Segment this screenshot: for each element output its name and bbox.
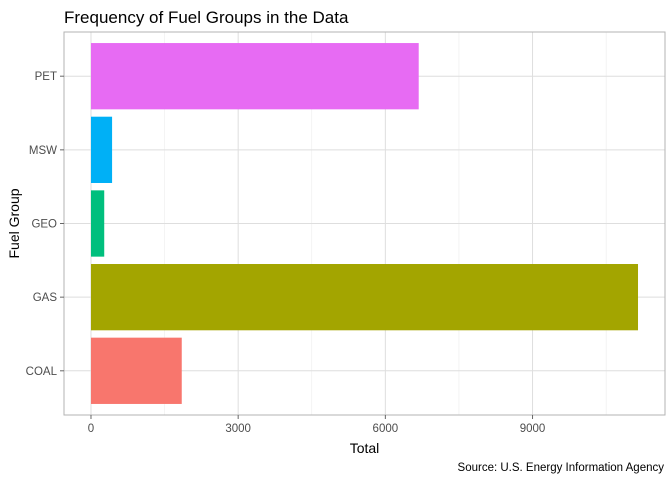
- x-axis: 0 3000 6000 9000: [88, 415, 546, 435]
- y-axis: COAL GAS GEO MSW PET: [26, 71, 64, 378]
- chart-caption: Source: U.S. Energy Information Agency: [458, 462, 665, 474]
- x-axis-title: Total: [350, 440, 380, 456]
- bar-pet: [90, 43, 419, 110]
- y-tick-label: MSW: [29, 145, 57, 157]
- bars: [90, 43, 639, 404]
- y-tick-label: PET: [35, 71, 57, 83]
- bar-gas: [90, 264, 639, 331]
- x-tick-label: 9000: [520, 423, 546, 435]
- chart-title: Frequency of Fuel Groups in the Data: [64, 8, 349, 27]
- bar-coal: [90, 337, 182, 404]
- x-tick-label: 0: [88, 423, 94, 435]
- x-tick-label: 6000: [373, 423, 399, 435]
- y-tick-label: COAL: [26, 366, 58, 378]
- y-tick-label: GEO: [31, 219, 57, 231]
- x-tick-label: 3000: [225, 423, 251, 435]
- y-axis-title: Fuel Group: [6, 188, 22, 258]
- bar-geo: [90, 190, 105, 257]
- bar-msw: [90, 116, 113, 183]
- y-tick-label: GAS: [33, 292, 58, 304]
